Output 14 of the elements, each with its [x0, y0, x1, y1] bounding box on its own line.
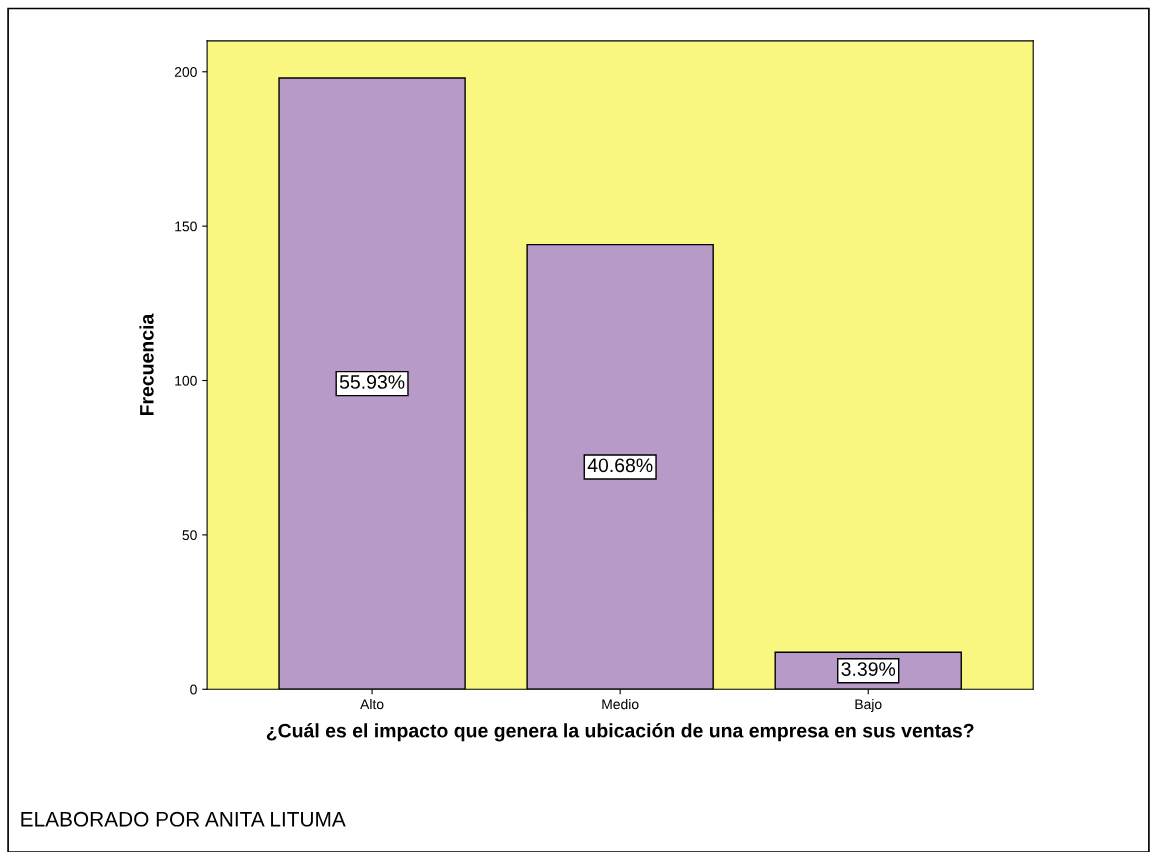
x-axis-title: ¿Cuál es el impacto que genera la ubicación de una empresa en sus ventas?	[266, 723, 974, 742]
y-tick-label: 0	[190, 684, 197, 695]
annotation: 55.93%	[339, 375, 405, 389]
y-tick-label: 200	[174, 67, 197, 77]
x-tick-label: Alto	[360, 698, 384, 710]
y-tick-label: 100	[175, 375, 197, 386]
y-tick-label: 150	[175, 221, 197, 232]
x-tick-label: Bajo	[855, 698, 882, 712]
y-tick-label: 50	[182, 530, 197, 541]
y-axis-title: Frecuencia	[139, 313, 154, 416]
annotation: 3.39%	[841, 662, 896, 676]
annotation: 40.68%	[587, 458, 653, 473]
text: ELABORADO POR ANITA LITUMA	[21, 811, 346, 827]
x-tick-label: Medio	[602, 698, 639, 710]
